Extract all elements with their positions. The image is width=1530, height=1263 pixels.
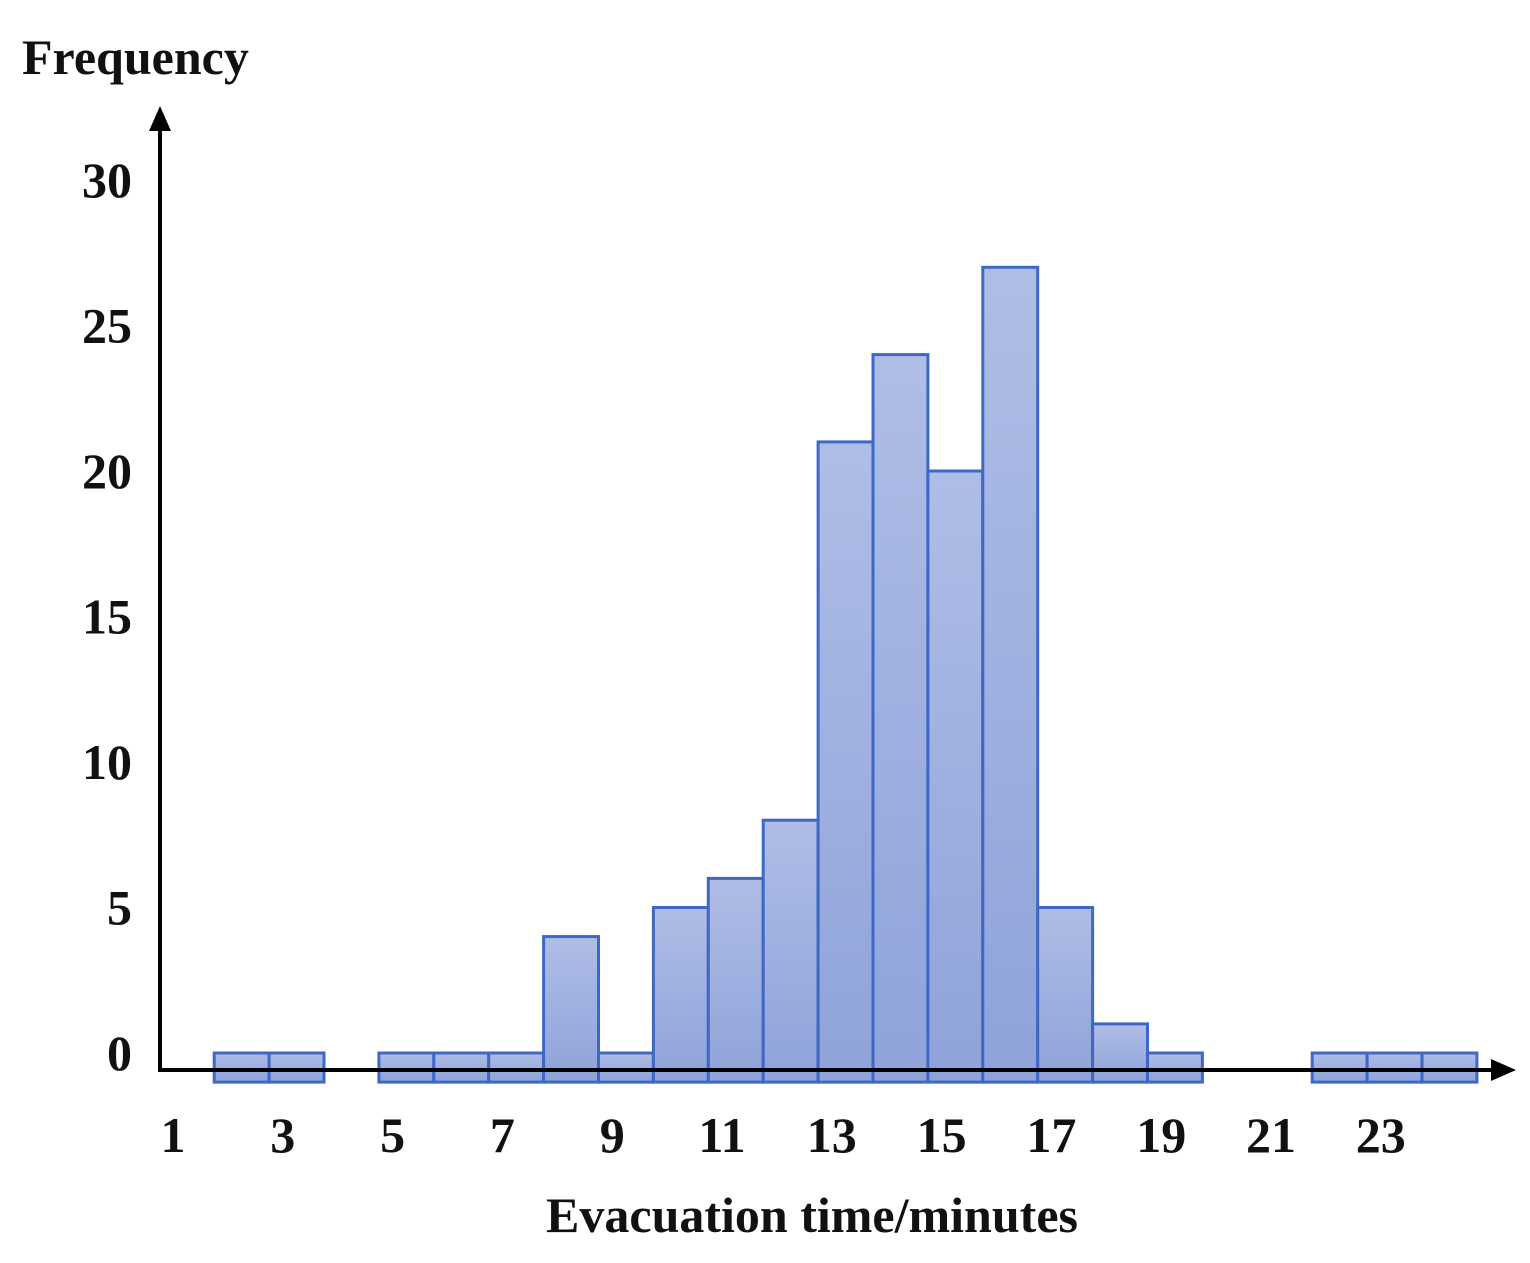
x-tick-17: 17	[1026, 1107, 1076, 1163]
y-tick-20: 20	[82, 443, 132, 499]
bar-10	[816, 440, 875, 1084]
bars-group	[212, 265, 1479, 1084]
x-axis-arrow	[1491, 1059, 1516, 1081]
bar-6	[597, 1051, 655, 1084]
y-axis-arrow	[149, 106, 171, 131]
bar-12	[926, 469, 985, 1084]
bar-2	[377, 1051, 436, 1084]
x-axis-title: Evacuation time/minutes	[546, 1187, 1078, 1243]
bar-5	[542, 935, 600, 1084]
y-tick-15: 15	[82, 589, 132, 645]
bar-14	[1036, 906, 1095, 1084]
bar-7	[651, 906, 710, 1084]
y-tick-25: 25	[82, 298, 132, 354]
bar-9	[761, 818, 820, 1084]
bar-3	[432, 1051, 491, 1084]
bar-16	[1146, 1051, 1204, 1084]
x-tick-5: 5	[380, 1107, 405, 1163]
x-tick-3: 3	[270, 1107, 295, 1163]
x-tick-13: 13	[807, 1107, 857, 1163]
y-tick-labels: 0 5 10 15 20 25 30	[82, 152, 132, 1081]
x-tick-23: 23	[1356, 1107, 1406, 1163]
y-tick-0: 0	[107, 1025, 132, 1081]
y-tick-30: 30	[82, 152, 132, 208]
x-tick-19: 19	[1136, 1107, 1186, 1163]
bar-0	[212, 1051, 271, 1084]
bar-8	[706, 876, 765, 1084]
bar-11	[871, 353, 930, 1084]
x-tick-21: 21	[1246, 1107, 1296, 1163]
x-tick-11: 11	[698, 1107, 745, 1163]
x-tick-labels: 1 3 5 7 9 11 13 15 17 19 21 23	[161, 1107, 1406, 1163]
x-tick-1: 1	[161, 1107, 186, 1163]
y-tick-10: 10	[82, 734, 132, 790]
y-tick-5: 5	[107, 880, 132, 936]
bar-15	[1091, 1022, 1149, 1084]
x-tick-9: 9	[600, 1107, 625, 1163]
bar-19	[1420, 1051, 1479, 1084]
bar-4	[487, 1051, 546, 1084]
bar-1	[267, 1051, 326, 1084]
x-tick-7: 7	[490, 1107, 515, 1163]
y-axis-title: Frequency	[22, 29, 249, 85]
x-tick-15: 15	[917, 1107, 967, 1163]
bar-18	[1365, 1051, 1424, 1084]
bar-13	[981, 265, 1040, 1084]
bar-17	[1310, 1051, 1369, 1084]
